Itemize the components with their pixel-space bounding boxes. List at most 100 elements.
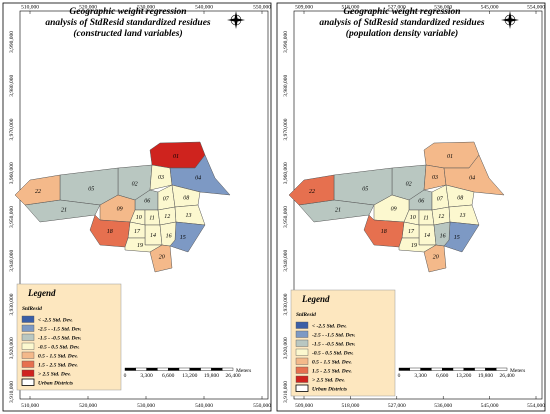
- x-coordinate-label: 554,000: [527, 403, 545, 409]
- district-label: 07: [437, 197, 444, 203]
- district-label: 16: [166, 234, 172, 240]
- scale-bar-segment: [178, 367, 191, 371]
- district-label: 13: [460, 213, 466, 219]
- scale-bar-segment: [441, 367, 454, 371]
- district: [149, 244, 173, 273]
- map-title: analysis of StdResid standardized residu…: [319, 18, 485, 28]
- district: [159, 221, 177, 247]
- x-coordinate-label: 509,000: [295, 403, 313, 409]
- map-panel: 510,000 510,000 520,000 520,000 530,000 530,0…: [2, 2, 272, 412]
- district-label: 08: [457, 195, 463, 201]
- legend-swatch: [21, 360, 35, 368]
- district-label: 12: [438, 214, 444, 220]
- scale-bar-label: 19,800: [204, 373, 219, 379]
- legend-label: < -2.5 Std. Dev.: [312, 324, 347, 330]
- legend-swatch: [295, 348, 309, 356]
- district-label: 03: [432, 175, 438, 181]
- district-label: 07: [163, 197, 170, 203]
- legend-swatch: [21, 378, 35, 386]
- district-label: 22: [309, 189, 315, 195]
- y-coordinate-label: 3,920,000: [283, 337, 289, 359]
- district-label: 09: [391, 207, 397, 213]
- legend-label: 0.5 - 1.5 Std. Dev.: [38, 354, 78, 360]
- scale-bar-label: 19,800: [478, 373, 493, 379]
- district-label: 10: [136, 215, 142, 221]
- district: [423, 244, 447, 273]
- x-coordinate-label: 554,000: [527, 5, 545, 11]
- legend-label: 0.5 - 1.5 Std. Dev.: [312, 360, 352, 366]
- scale-bar-segment: [157, 367, 169, 371]
- district-label: 20: [433, 255, 439, 261]
- district-label: 18: [381, 229, 387, 235]
- map-title: Geographic weight regression: [69, 7, 186, 17]
- scale-bar-segment: [211, 367, 223, 371]
- district-label: 19: [137, 243, 143, 249]
- x-coordinate-label: 520,000: [79, 5, 97, 11]
- legend-label: > 2.5 Std. Dev.: [312, 378, 345, 384]
- scale-bar-label: 3,300: [414, 373, 427, 379]
- y-coordinate-label: 3,980,000: [283, 75, 289, 97]
- legend-swatch: [295, 366, 309, 374]
- district-label: 02: [406, 182, 412, 188]
- scale-bar-segment: [221, 367, 234, 371]
- district-label: 06: [418, 198, 424, 204]
- y-coordinate-label: 3,980,000: [9, 75, 15, 97]
- north-arrow-star: [501, 11, 519, 29]
- legend-label: 1.5 - 2.5 Std. Dev.: [312, 369, 352, 375]
- district-label: 12: [164, 214, 170, 220]
- y-coordinate-label: 3,910,000: [9, 381, 15, 403]
- y-coordinate-label: 3,990,000: [9, 31, 15, 53]
- legend-label: -2.5 - -1.5 Std. Dev.: [312, 333, 355, 339]
- district-label: 21: [335, 207, 341, 213]
- scale-bar-segment: [420, 367, 432, 371]
- district-label: 04: [195, 174, 201, 181]
- scale-bar-segment: [124, 367, 137, 371]
- district-label: 16: [440, 234, 446, 240]
- legend-field: StdResid: [22, 306, 42, 312]
- district-label: 03: [158, 175, 164, 181]
- scale-bar-label: 3,300: [140, 373, 153, 379]
- y-coordinate-label: 3,910,000: [283, 381, 289, 403]
- legend-field: StdResid: [296, 312, 316, 318]
- map-title: (population density variable): [346, 28, 458, 39]
- district-label: 14: [424, 232, 430, 239]
- district-label: 17: [134, 229, 141, 235]
- x-coordinate-label: 510,000: [21, 403, 39, 409]
- legend-label: > 2.5 Std. Dev.: [38, 372, 71, 378]
- district-label: 21: [61, 207, 67, 213]
- legend-box: [16, 283, 122, 391]
- legend-title: Legend: [301, 294, 330, 304]
- x-coordinate-label: 536,000: [434, 5, 452, 11]
- scale-bar-segment: [474, 367, 486, 371]
- district-label: 19: [411, 243, 417, 249]
- district: [433, 221, 451, 247]
- legend-label: -0.5 - 0.5 Std. Dev.: [312, 351, 354, 357]
- x-coordinate-label: 527,000: [388, 403, 406, 409]
- north-arrow: [227, 11, 245, 29]
- legend-label: -0.5 - 0.5 Std. Dev.: [38, 345, 80, 351]
- scale-bar-segment: [200, 367, 212, 371]
- map-panel: 509,000 509,000 518,000 518,000 527,000 527,0…: [276, 2, 546, 412]
- legend-label: -1.5 - -0.5 Std. Dev.: [38, 336, 81, 342]
- y-coordinate-label: 3,960,000: [283, 162, 289, 184]
- district-label: 02: [132, 182, 138, 188]
- legend-swatch: [21, 351, 35, 359]
- district-label: 20: [159, 255, 165, 261]
- legend-swatch: [295, 375, 309, 383]
- x-coordinate-label: 530,000: [137, 5, 155, 11]
- scale-bar-segment: [431, 367, 443, 371]
- district: [14, 174, 61, 206]
- district-label: 01: [173, 154, 179, 160]
- legend-swatch: [295, 339, 309, 347]
- legend-label: Urban Districts: [38, 381, 73, 387]
- district-label: 11: [149, 216, 155, 222]
- y-coordinate-label: 3,960,000: [9, 162, 15, 184]
- x-coordinate-label: 550,000: [253, 403, 271, 409]
- legend-label: -1.5 - -0.5 Std. Dev.: [312, 342, 355, 348]
- map-title: Geographic weight regression: [343, 7, 460, 17]
- x-coordinate-label: 527,000: [388, 5, 406, 11]
- scale-bar-segment: [409, 367, 421, 371]
- scale-bar-segment: [495, 367, 508, 371]
- district-label: 05: [88, 187, 94, 193]
